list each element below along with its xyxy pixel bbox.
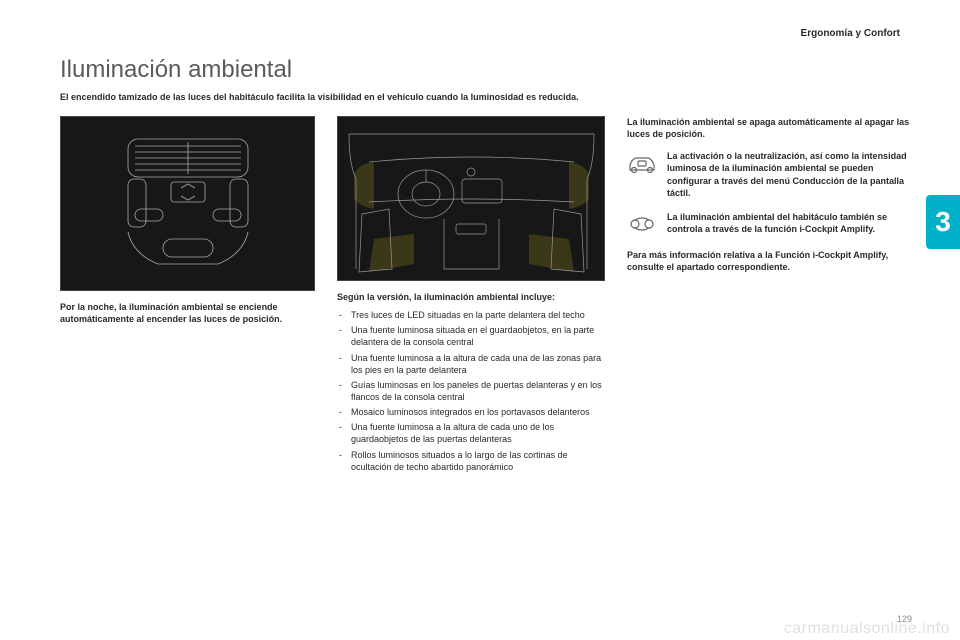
column-1: Por la noche, la iluminación ambiental s… <box>60 116 315 476</box>
column-3: La iluminación ambiental se apaga automá… <box>627 116 912 476</box>
illustration-dashboard <box>337 116 605 281</box>
dashboard-svg <box>344 124 599 274</box>
info-text-2: La iluminación ambiental del habitáculo … <box>667 211 912 235</box>
list-item: Una fuente luminosa a la altura de cada … <box>337 421 605 445</box>
more-info-text: Para más información relativa a la Funci… <box>627 249 912 273</box>
list-item: Guías luminosas en los paneles de puerta… <box>337 379 605 403</box>
section-header: Ergonomía y Confort <box>801 28 900 39</box>
car-screen-icon <box>627 150 657 176</box>
amplify-icon <box>627 211 657 237</box>
intro-text: El encendido tamizado de las luces del h… <box>60 92 912 102</box>
illustration-overhead-console <box>60 116 315 291</box>
column-2: Según la versión, la iluminación ambient… <box>337 116 605 476</box>
list-item: Mosaico luminosos integrados en los port… <box>337 406 605 418</box>
info-text-1: La activación o la neutralización, así c… <box>667 150 912 199</box>
overhead-console-svg <box>73 124 303 284</box>
feature-list: Tres luces de LED situadas en la parte d… <box>337 309 605 476</box>
page-title: Iluminación ambiental <box>60 56 912 84</box>
caption-2: Según la versión, la iluminación ambient… <box>337 291 605 303</box>
info-block-2: La iluminación ambiental del habitáculo … <box>627 211 912 237</box>
watermark: carmanualsonline.info <box>784 620 950 638</box>
manual-page: Ergonomía y Confort 3 Iluminación ambien… <box>0 0 960 640</box>
list-item: Una fuente luminosa a la altura de cada … <box>337 352 605 376</box>
list-item: Rollos luminosos situados a lo largo de … <box>337 449 605 473</box>
chapter-tab: 3 <box>926 195 960 249</box>
caption-1: Por la noche, la iluminación ambiental s… <box>60 301 315 325</box>
content-columns: Por la noche, la iluminación ambiental s… <box>60 116 912 476</box>
info-block-1: La activación o la neutralización, así c… <box>627 150 912 199</box>
auto-off-text: La iluminación ambiental se apaga automá… <box>627 116 912 140</box>
list-item: Una fuente luminosa situada en el guarda… <box>337 324 605 348</box>
list-item: Tres luces de LED situadas en la parte d… <box>337 309 605 321</box>
